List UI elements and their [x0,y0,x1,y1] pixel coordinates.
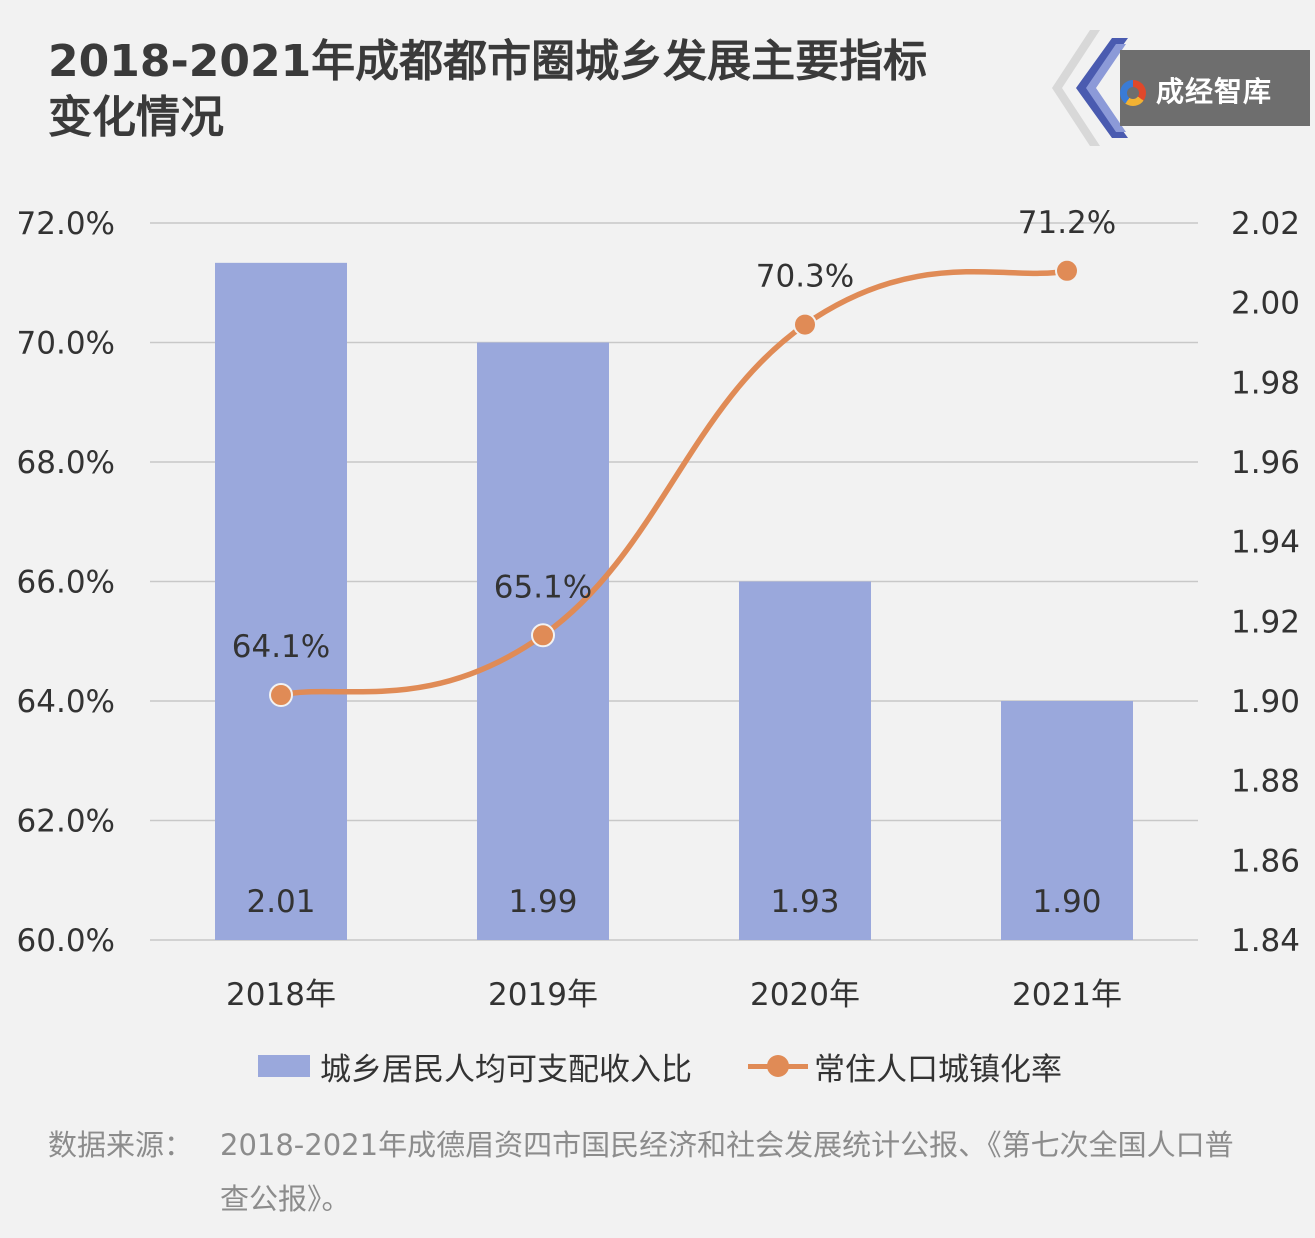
bar [1001,701,1133,940]
brand-logo: 成经智库 [1050,30,1315,146]
y-right-tick-label: 1.88 [1231,764,1300,800]
legend-bar-label: 城乡居民人均可支配收入比 [320,1051,692,1088]
x-tick-label: 2020年 [750,977,860,1013]
y-right-tick-label: 1.84 [1231,923,1300,959]
logo-mark-icon [1120,80,1146,106]
x-tick-label: 2019年 [488,977,598,1013]
bar-value-label: 2.01 [246,884,315,920]
bar-value-label: 1.99 [508,884,577,920]
line-value-label: 65.1% [494,569,592,605]
chart-area: 60.0% 62.0% 64.0% 66.0% 68.0% 70.0% 72.0% 1.84 1… [17,205,1300,1013]
line-point [269,683,293,708]
y-right-tick-label: 2.02 [1231,206,1300,242]
y-right-tick-label: 1.86 [1231,843,1300,879]
bar [215,262,347,940]
bar [739,581,871,940]
y-left-tick-label: 60.0% [17,923,115,959]
y-right-tick-label: 1.98 [1231,365,1300,401]
bar-value-label: 1.90 [1032,884,1101,920]
legend-item-bar: 城乡居民人均可支配收入比 [258,1044,692,1089]
legend-line-label: 常住人口城镇化率 [814,1051,1062,1088]
line-value-label: 64.1% [232,629,330,665]
chart-title: 2018-2021年成都都市圈城乡发展主要指标 变化情况 [48,34,1008,146]
logo-chevron-icon [1052,30,1128,146]
legend-line-swatch [748,1055,808,1077]
source-text: 2018-2021年成德眉资四市国民经济和社会发展统计公报、《第七次全国人口普查… [220,1128,1234,1216]
legend-bar-swatch [258,1055,310,1077]
logo-text: 成经智库 [1156,75,1273,108]
y-left-tick-label: 62.0% [17,804,115,840]
line-point [531,623,555,648]
chart-title-line-2: 变化情况 [48,92,224,143]
legend-item-line: 常住人口城镇化率 [748,1044,1062,1089]
line-value-label: 71.2% [1018,205,1116,241]
x-tick-label: 2021年 [1012,977,1122,1013]
source-label: 数据来源： [48,1128,194,1162]
y-left-tick-label: 66.0% [17,565,115,601]
y-right-tick-label: 1.96 [1231,445,1300,481]
chart-title-line-1: 2018-2021年成都都市圈城乡发展主要指标 [48,36,928,87]
line-point [1055,258,1079,283]
x-tick-label: 2018年 [226,977,336,1013]
legend: 城乡居民人均可支配收入比 常住人口城镇化率 [258,1044,1118,1089]
y-right-tick-label: 2.00 [1231,286,1300,322]
line-point [793,312,817,337]
y-right-tick-label: 1.94 [1231,525,1300,561]
logo-box [1120,50,1310,126]
y-right-tick-label: 1.90 [1231,684,1300,720]
bar-value-label: 1.93 [770,884,839,920]
y-left-tick-label: 64.0% [17,684,115,720]
y-left-tick-label: 70.0% [17,326,115,362]
y-left-tick-label: 68.0% [17,445,115,481]
y-left-tick-label: 72.0% [17,206,115,242]
line-value-label: 70.3% [756,259,854,295]
y-right-tick-label: 1.92 [1231,604,1300,640]
series-line [278,268,1070,698]
